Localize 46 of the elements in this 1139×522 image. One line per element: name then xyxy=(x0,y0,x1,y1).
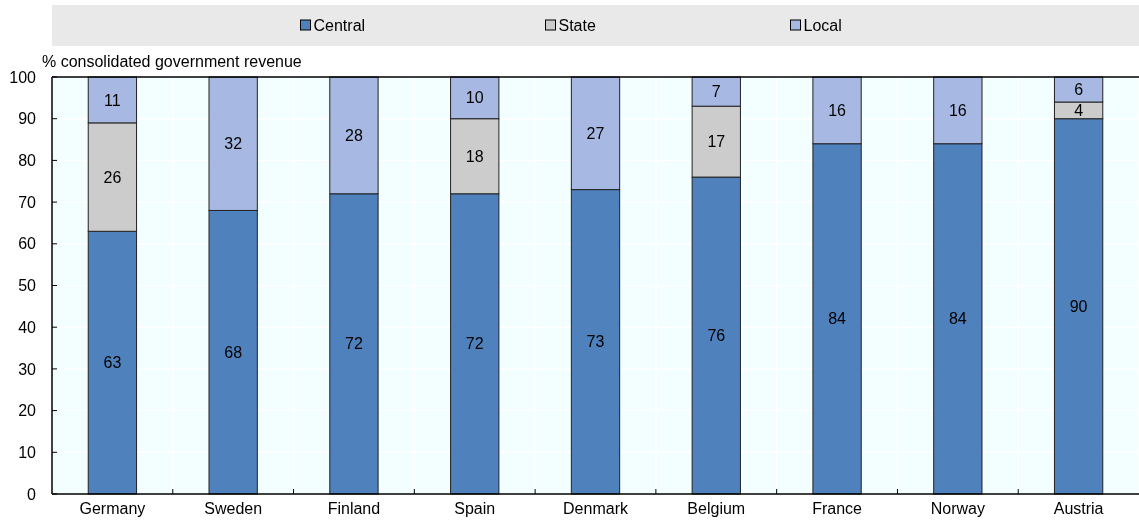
x-tick-label: Sweden xyxy=(204,500,263,517)
y-tick-label: 20 xyxy=(18,402,37,420)
x-tick-label: Spain xyxy=(454,500,496,517)
data-label: 26 xyxy=(103,168,122,186)
data-label: 72 xyxy=(345,335,363,353)
data-label: 84 xyxy=(828,310,847,328)
y-tick-label: 10 xyxy=(18,443,37,461)
y-tick-label: 50 xyxy=(18,277,37,295)
data-label: 73 xyxy=(586,333,605,351)
data-label: 18 xyxy=(465,147,484,165)
y-tick-label: 40 xyxy=(18,318,37,336)
x-tick-label: Norway xyxy=(930,500,985,517)
data-label: 4 xyxy=(1074,101,1084,119)
y-axis-title: % consolidated government revenue xyxy=(42,53,302,70)
data-label: 90 xyxy=(1069,297,1088,315)
data-label: 84 xyxy=(948,310,967,328)
x-tick-label: France xyxy=(812,500,863,517)
y-tick-label: 70 xyxy=(18,193,37,211)
data-label: 76 xyxy=(707,327,726,345)
x-tick-label: Austria xyxy=(1053,500,1104,517)
legend-label: Central xyxy=(313,16,366,34)
data-label: 28 xyxy=(345,126,363,144)
y-tick-label: 30 xyxy=(18,360,37,378)
y-tick-label: 80 xyxy=(18,152,37,169)
x-tick-label: Belgium xyxy=(687,500,746,517)
y-tick-label: 60 xyxy=(18,235,37,253)
data-label: 16 xyxy=(948,101,967,119)
x-tick-label: Denmark xyxy=(563,500,629,517)
data-label: 11 xyxy=(104,91,121,109)
legend-label: State xyxy=(558,16,596,34)
data-label: 27 xyxy=(586,124,605,142)
data-label: 6 xyxy=(1074,81,1084,99)
data-label: 10 xyxy=(465,89,484,107)
x-tick-label: Germany xyxy=(79,500,146,517)
data-label: 16 xyxy=(828,101,847,119)
data-label: 63 xyxy=(103,354,122,372)
data-label: 7 xyxy=(711,83,721,101)
y-tick-label: 0 xyxy=(27,485,37,503)
y-tick-label: 90 xyxy=(18,110,37,128)
y-tick-label: 100 xyxy=(9,68,37,86)
data-label: 32 xyxy=(224,135,243,153)
data-label: 72 xyxy=(465,335,484,353)
x-tick-label: Finland xyxy=(327,500,381,517)
data-label: 68 xyxy=(224,343,243,361)
legend-label: Local xyxy=(803,16,842,34)
data-label: 17 xyxy=(707,133,726,151)
